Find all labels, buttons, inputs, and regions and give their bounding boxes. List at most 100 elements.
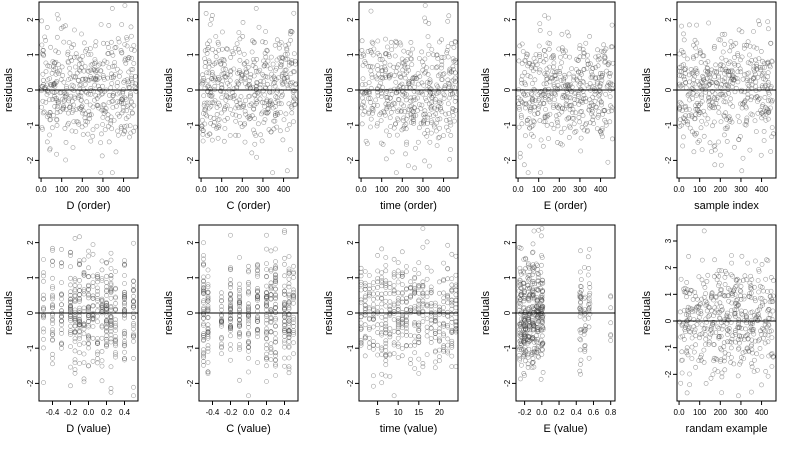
data-point — [385, 44, 390, 50]
data-point — [214, 124, 220, 130]
data-point — [412, 286, 418, 292]
data-point — [279, 101, 284, 107]
data-point — [404, 269, 409, 275]
y-tick-label: 0 — [26, 87, 35, 92]
data-point — [77, 278, 82, 283]
data-point — [77, 86, 83, 92]
data-point — [439, 109, 445, 115]
data-point — [69, 44, 74, 50]
data-point — [283, 56, 289, 62]
x-tick-label: 300 — [734, 408, 748, 417]
data-point — [242, 76, 248, 81]
data-point — [539, 352, 545, 357]
data-point — [412, 304, 418, 309]
data-point — [441, 55, 447, 60]
data-point — [391, 274, 397, 280]
data-point — [273, 317, 278, 323]
data-point — [223, 66, 228, 72]
data-point — [696, 274, 702, 280]
data-point — [90, 104, 96, 110]
data-point — [519, 73, 525, 79]
data-point — [268, 66, 273, 72]
data-point — [717, 63, 723, 68]
data-point — [268, 319, 274, 324]
data-point — [694, 100, 700, 106]
data-point — [445, 342, 451, 348]
data-point — [767, 329, 772, 334]
data-point — [558, 54, 563, 60]
data-point — [679, 370, 685, 376]
data-point — [200, 138, 206, 144]
data-point — [41, 257, 46, 262]
data-point — [80, 110, 85, 116]
data-point — [262, 84, 268, 90]
data-point — [729, 84, 735, 90]
data-point — [275, 112, 280, 117]
data-point — [261, 79, 266, 85]
data-point — [86, 322, 91, 328]
data-point — [516, 353, 522, 358]
data-point — [108, 288, 114, 294]
data-point — [361, 104, 367, 109]
data-point — [762, 298, 768, 304]
data-point — [79, 77, 85, 82]
data-point — [518, 376, 523, 382]
data-point — [590, 117, 595, 123]
data-point — [47, 97, 52, 103]
data-point — [129, 55, 135, 61]
data-point — [90, 273, 96, 279]
data-point — [375, 291, 380, 296]
y-tick-label: 3 — [664, 238, 673, 243]
data-point — [760, 58, 765, 64]
data-point — [759, 354, 765, 359]
data-point — [696, 315, 702, 320]
data-point — [205, 331, 211, 337]
data-point — [395, 355, 401, 360]
data-point — [60, 106, 66, 111]
data-point — [742, 72, 747, 78]
data-point — [108, 266, 114, 271]
data-point — [393, 69, 399, 74]
data-point — [95, 292, 100, 298]
data-point — [281, 117, 287, 123]
data-point — [732, 62, 738, 68]
data-point — [72, 330, 78, 336]
data-point — [40, 110, 46, 116]
data-point — [271, 81, 276, 87]
data-point — [282, 322, 287, 327]
data-point — [94, 123, 100, 129]
data-point — [555, 86, 560, 92]
data-point — [593, 75, 599, 81]
data-point — [757, 22, 762, 27]
data-point — [738, 283, 744, 289]
data-point — [567, 54, 572, 60]
data-point — [693, 342, 698, 348]
data-point — [50, 361, 55, 367]
data-point — [50, 318, 55, 323]
data-point — [214, 112, 220, 117]
data-point — [412, 282, 418, 288]
data-point — [601, 108, 606, 113]
data-point — [109, 6, 115, 11]
data-point — [449, 300, 455, 306]
data-point — [525, 306, 531, 312]
data-point — [361, 53, 367, 59]
data-point — [132, 74, 138, 79]
data-point — [376, 71, 381, 77]
data-point — [201, 315, 206, 321]
data-point — [379, 352, 385, 357]
data-point — [285, 75, 290, 80]
data-point — [391, 317, 397, 322]
data-point — [272, 118, 278, 124]
data-point — [422, 70, 427, 76]
data-point — [389, 47, 395, 53]
data-point — [581, 127, 587, 133]
data-point — [120, 97, 125, 103]
data-point — [582, 294, 588, 300]
data-point — [439, 65, 444, 71]
data-point — [517, 304, 523, 310]
data-point — [398, 75, 404, 80]
data-point — [437, 329, 442, 335]
data-point — [582, 347, 588, 352]
